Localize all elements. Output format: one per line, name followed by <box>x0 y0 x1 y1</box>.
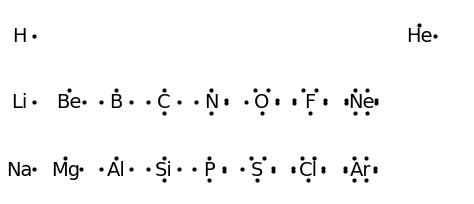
Text: Li: Li <box>11 93 27 111</box>
Text: Na: Na <box>6 160 32 179</box>
Text: O: O <box>254 93 269 111</box>
Text: F: F <box>304 93 315 111</box>
Text: S: S <box>251 160 264 179</box>
Text: N: N <box>204 93 218 111</box>
Text: H: H <box>12 27 26 46</box>
Text: Mg: Mg <box>51 160 80 179</box>
Text: P: P <box>203 160 215 179</box>
Text: Ar: Ar <box>349 160 371 179</box>
Text: Ne: Ne <box>348 93 374 111</box>
Text: Be: Be <box>56 93 82 111</box>
Text: Si: Si <box>155 160 173 179</box>
Text: Cl: Cl <box>299 160 318 179</box>
Text: He: He <box>406 27 433 46</box>
Text: C: C <box>157 93 170 111</box>
Text: B: B <box>109 93 123 111</box>
Text: Al: Al <box>107 160 126 179</box>
